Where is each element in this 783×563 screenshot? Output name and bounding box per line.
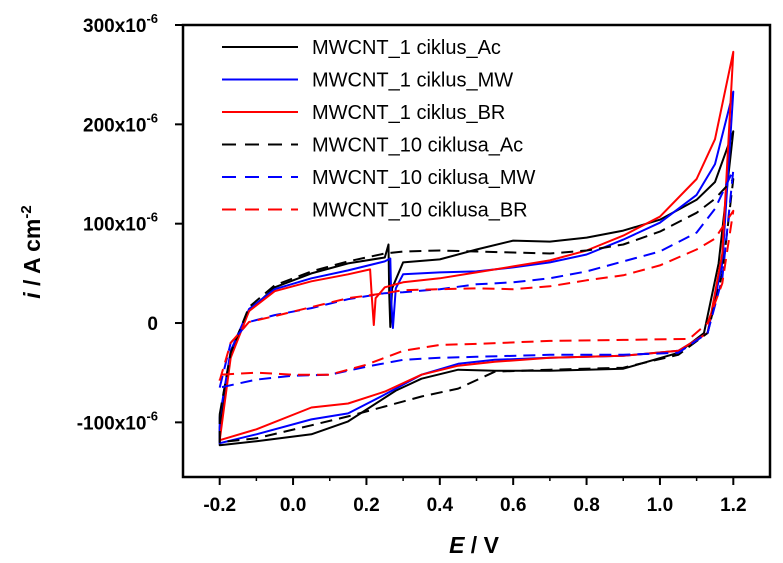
legend-label: MWCNT_10 ciklusa_BR (312, 200, 528, 222)
y-axis-title: i / A cm-2 (18, 205, 45, 298)
x-tick-label: 0.8 (573, 495, 599, 516)
x-tick-label: 0.6 (500, 495, 526, 516)
x-axis: -0.2 0.0 0.2 0.4 0.6 0.8 1.0 1.2 (203, 477, 747, 516)
legend-label: MWCNT_1 ciklus_BR (312, 102, 505, 124)
legend: MWCNT_1 ciklus_Ac MWCNT_1 ciklus_MW MWCNT_… (222, 37, 535, 222)
y-tick-label: 300x10-6 (83, 11, 158, 37)
x-tick-label: 0.4 (427, 495, 454, 516)
x-axis-title: E / V (449, 532, 500, 558)
series-line-3 (218, 50, 735, 442)
x-tick-label: -0.2 (203, 495, 236, 516)
x-tick-label: 1.0 (647, 495, 673, 516)
x-tick-label: 1.2 (720, 495, 746, 516)
legend-label: MWCNT_1 ciklus_MW (312, 70, 513, 92)
series-layer (218, 50, 735, 447)
legend-label: MWCNT_10 ciklusa_Ac (312, 135, 523, 157)
legend-label: MWCNT_10 ciklusa_MW (312, 167, 535, 189)
x-tick-label: 0.2 (353, 495, 379, 516)
x-tick-label: 0.0 (280, 495, 306, 516)
y-tick-label: 100x10-6 (83, 210, 158, 236)
y-tick-label: -100x10-6 (77, 408, 158, 434)
y-axis: 300x10-6 200x10-6 100x10-6 0 -100x10-6 (77, 11, 183, 434)
series-line-6 (218, 209, 735, 381)
y-tick-label: 0 (147, 314, 158, 335)
series-line-5 (218, 169, 735, 389)
y-tick-label: 200x10-6 (83, 110, 158, 136)
series-line-4 (218, 178, 735, 444)
legend-label: MWCNT_1 ciklus_Ac (312, 37, 501, 59)
